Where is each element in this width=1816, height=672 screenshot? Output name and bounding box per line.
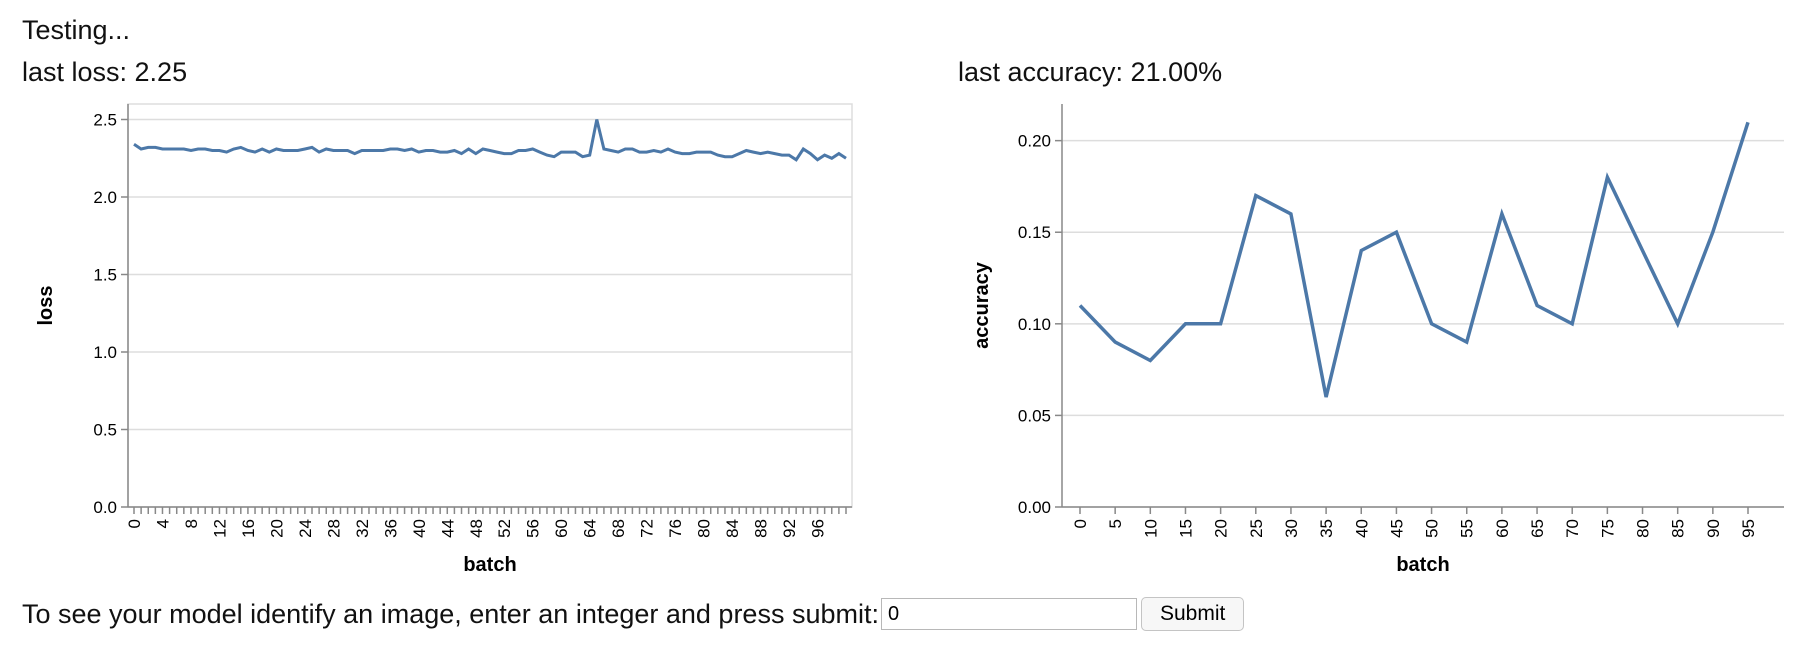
loss-x-axis: 0 4 8 12 16 20 24 28 32 36 40 44 48 52 56 60 64 68 72 76 80 8… bbox=[125, 506, 852, 538]
loss-x-tick-label: 56 bbox=[524, 519, 543, 538]
loss-x-tick-label: 64 bbox=[581, 519, 600, 538]
acc-x-tick-label: 40 bbox=[1352, 519, 1371, 538]
acc-x-tick-label: 50 bbox=[1423, 519, 1442, 538]
acc-x-tick-label: 80 bbox=[1634, 519, 1653, 538]
acc-x-tick-label: 65 bbox=[1528, 519, 1547, 538]
accuracy-x-axis: 0 5 10 15 20 25 30 35 40 45 50 55 60 65 70 75 80 85 90 95 bbox=[1062, 506, 1784, 538]
acc-x-tick-label: 0 bbox=[1071, 519, 1090, 528]
acc-x-tick-label: 95 bbox=[1739, 519, 1758, 538]
loss-y-tick-label: 1.0 bbox=[93, 343, 117, 362]
loss-y-tick-label: 1.5 bbox=[93, 266, 117, 285]
loss-y-axis-title: loss bbox=[35, 285, 57, 325]
loss-x-tick-label: 36 bbox=[381, 519, 400, 538]
loss-x-tick-label: 0 bbox=[125, 519, 144, 528]
last-accuracy-label: last accuracy: 21.00% bbox=[958, 57, 1223, 87]
acc-x-tick-label: 85 bbox=[1669, 519, 1688, 538]
loss-x-tick-label: 52 bbox=[495, 519, 514, 538]
acc-y-tick-label: 0.00 bbox=[1018, 498, 1051, 517]
loss-x-tick-label: 20 bbox=[267, 519, 286, 538]
acc-x-tick-label: 55 bbox=[1458, 519, 1477, 538]
status-text: Testing... bbox=[22, 15, 131, 45]
loss-y-tick-label: 0.0 bbox=[93, 498, 117, 517]
acc-y-tick-label: 0.10 bbox=[1018, 315, 1051, 334]
loss-x-tick-label: 16 bbox=[239, 519, 258, 538]
loss-y-tick-label: 2.0 bbox=[93, 188, 117, 207]
loss-series-line bbox=[133, 119, 847, 162]
loss-x-tick-label: 32 bbox=[353, 519, 372, 538]
loss-x-tick-label: 24 bbox=[296, 519, 315, 538]
acc-y-tick-label: 0.15 bbox=[1018, 223, 1051, 242]
accuracy-gridlines bbox=[1062, 139, 1784, 508]
loss-x-tick-label: 48 bbox=[467, 519, 486, 538]
loss-x-tick-label: 84 bbox=[723, 519, 742, 538]
acc-x-tick-label: 20 bbox=[1212, 519, 1231, 538]
loss-x-tick-label: 4 bbox=[153, 519, 172, 528]
image-index-input[interactable] bbox=[880, 598, 1137, 630]
loss-x-tick-label: 76 bbox=[666, 519, 685, 538]
submit-button[interactable]: Submit bbox=[1140, 597, 1245, 631]
loss-x-tick-label: 8 bbox=[182, 519, 201, 528]
loss-x-tick-label: 92 bbox=[780, 519, 799, 538]
acc-x-tick-label: 25 bbox=[1247, 519, 1266, 538]
loss-x-tick-label: 88 bbox=[752, 519, 771, 538]
last-loss-label: last loss: 2.25 bbox=[22, 57, 188, 87]
acc-y-tick-label: 0.05 bbox=[1018, 406, 1051, 425]
acc-x-tick-label: 15 bbox=[1176, 519, 1195, 538]
loss-y-tick-label: 0.5 bbox=[93, 421, 117, 440]
loss-x-tick-label: 12 bbox=[210, 519, 229, 538]
acc-x-tick-label: 70 bbox=[1563, 519, 1582, 538]
identify-image-prompt: To see your model identify an image, ent… bbox=[22, 598, 879, 629]
loss-y-tick-label: 2.5 bbox=[93, 111, 117, 130]
acc-x-tick-label: 35 bbox=[1317, 519, 1336, 538]
loss-x-tick-label: 40 bbox=[410, 519, 429, 538]
acc-x-tick-label: 5 bbox=[1106, 519, 1125, 528]
loss-x-tick-label: 28 bbox=[324, 519, 343, 538]
acc-y-tick-label: 0.20 bbox=[1018, 132, 1051, 151]
loss-x-tick-label: 60 bbox=[552, 519, 571, 538]
loss-x-tick-label: 68 bbox=[609, 519, 628, 538]
loss-x-tick-label: 72 bbox=[638, 519, 657, 538]
acc-x-tick-label: 90 bbox=[1704, 519, 1723, 538]
identify-image-form: To see your model identify an image, ent… bbox=[22, 596, 1245, 632]
loss-x-tick-label: 44 bbox=[438, 519, 457, 538]
accuracy-x-axis-title: batch bbox=[1396, 554, 1449, 576]
acc-x-tick-label: 75 bbox=[1598, 519, 1617, 538]
acc-x-tick-label: 60 bbox=[1493, 519, 1512, 538]
accuracy-y-axis-title: accuracy bbox=[971, 261, 993, 349]
loss-x-tick-label: 96 bbox=[809, 519, 828, 538]
loss-y-axis: 0.0 0.5 1.0 1.5 2.0 2.5 bbox=[93, 104, 129, 517]
accuracy-series-line bbox=[1078, 121, 1750, 398]
acc-x-tick-label: 30 bbox=[1282, 519, 1301, 538]
acc-x-tick-label: 45 bbox=[1387, 519, 1406, 538]
accuracy-y-axis: 0.00 0.05 0.10 0.15 0.20 bbox=[1018, 104, 1063, 517]
acc-x-tick-label: 10 bbox=[1141, 519, 1160, 538]
loss-x-axis-title: batch bbox=[463, 554, 516, 576]
loss-x-tick-label: 80 bbox=[695, 519, 714, 538]
